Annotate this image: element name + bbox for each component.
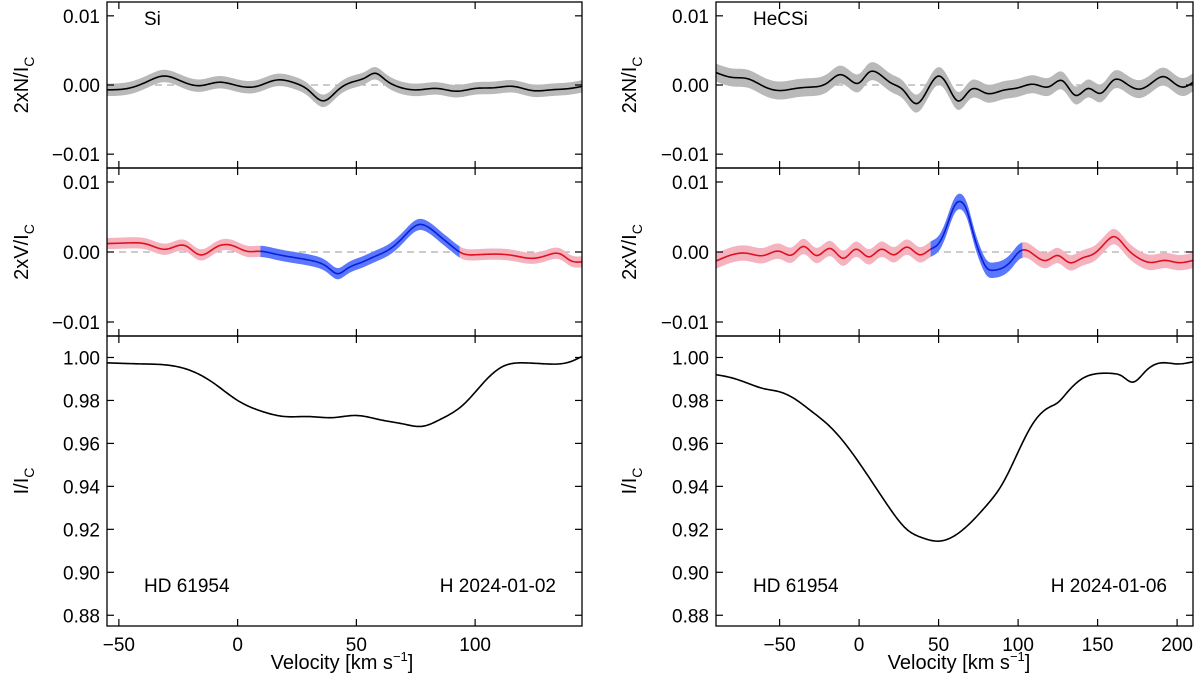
right-v-ytick-label: 0.01 — [672, 173, 709, 194]
right-x-axis-title-sup: −1 — [1010, 649, 1025, 664]
right-n-ytick-label: −0.01 — [661, 145, 709, 166]
left-i-ytick-label: 1.00 — [63, 348, 100, 369]
left-n-y-axis-title: 2xN/IC — [11, 57, 37, 114]
left-i-ytick-label: 0.98 — [63, 391, 100, 412]
right-i-ytick-label: 0.90 — [672, 563, 709, 584]
right-v-ytick-label: −0.01 — [661, 313, 709, 334]
right-n-y-axis-title-main: 2xN/I — [619, 67, 641, 114]
left-v-ytick-label: 0.00 — [63, 243, 100, 264]
left-x-axis-title: Velocity [km s−1] — [271, 649, 414, 674]
left-n-ytick-label: 0.00 — [63, 76, 100, 97]
right-v-ytick-label: 0.00 — [672, 243, 709, 264]
right-i-y-axis-title-sub: C — [629, 468, 645, 478]
right-i-ytick-label: 0.98 — [672, 391, 709, 412]
left-observation-label: H 2024-01-02 — [440, 576, 556, 597]
left-i-ytick-label: 0.90 — [63, 563, 100, 584]
right-stokes-v-error-band — [716, 193, 1193, 279]
right-v-y-axis-title: 2xV/IC — [619, 224, 645, 280]
right-xtick-label: −50 — [763, 635, 795, 656]
right-subplot-i: 1.00 0.98 0.96 0.94 0.92 0.90 0.88 I/IC — [619, 335, 1194, 627]
right-v-y-axis-title-main: 2xV/I — [619, 234, 641, 280]
right-x-axis-title-main: Velocity [km s — [888, 652, 1010, 674]
right-intensity-profile-line — [715, 360, 1194, 542]
left-v-ytick-label: −0.01 — [52, 313, 100, 334]
left-i-y-axis-title: I/IC — [11, 468, 37, 495]
right-element-label: HeCSi — [753, 9, 808, 30]
left-x-axis-title-main: Velocity [km s — [271, 652, 393, 674]
left-subplot-v: 0.01 0.00 −0.01 2xV/IC — [11, 167, 583, 337]
right-i-ytick-label: 0.92 — [672, 520, 709, 541]
left-subplot-i: 1.00 0.98 0.96 0.94 0.92 0.90 0.88 I/IC — [11, 335, 583, 627]
right-xtick-label: 50 — [928, 635, 949, 656]
right-i-ytick-label: 0.94 — [672, 477, 709, 498]
left-n-y-axis-title-main: 2xN/I — [11, 67, 33, 114]
right-observation-label: H 2024-01-06 — [1051, 576, 1167, 597]
right-i-ytick-label: 0.88 — [672, 606, 709, 627]
left-n-y-axis-title-sub: C — [21, 57, 37, 67]
right-xtick-label: 100 — [1002, 635, 1034, 656]
right-i-ytick-label: 0.96 — [672, 434, 709, 455]
left-n-ytick-label: −0.01 — [52, 145, 100, 166]
left-subplot-n: 0.01 0.00 −0.01 2xN/IC — [11, 1, 583, 169]
right-x-axis-title: Velocity [km s−1] — [888, 649, 1031, 674]
left-v-y-axis-title: 2xV/IC — [11, 224, 37, 280]
right-xtick-label: 150 — [1082, 635, 1114, 656]
right-n-y-axis-title-sub: C — [629, 57, 645, 67]
left-signal-region-band — [260, 218, 460, 280]
left-i-ytick-label: 0.94 — [63, 477, 100, 498]
left-element-label: Si — [144, 9, 161, 30]
left-n-ytick-label: 0.01 — [63, 7, 100, 28]
right-xtick-label: 200 — [1161, 635, 1193, 656]
left-null-profile-line — [106, 72, 583, 102]
left-i-ytick-label: 0.92 — [63, 520, 100, 541]
right-n-y-axis-title: 2xN/IC — [619, 57, 645, 114]
right-n-ytick-label: 0.00 — [672, 76, 709, 97]
left-i-ytick-label: 0.88 — [63, 606, 100, 627]
right-i-y-axis-title: I/IC — [619, 468, 645, 495]
left-panel: 1.000.980.960.940.920.900.88I/IC0.010.00… — [11, 1, 583, 674]
right-signal-region-line — [930, 200, 1023, 272]
left-x-axis-title-sup: −1 — [393, 649, 408, 664]
left-intensity-profile-line — [106, 355, 583, 428]
left-star-label: HD 61954 — [144, 576, 230, 597]
left-i-ytick-label: 0.96 — [63, 434, 100, 455]
left-i-y-axis-title-sub: C — [21, 468, 37, 478]
right-subplot-n: 0.01 0.00 −0.01 2xN/IC — [619, 1, 1194, 169]
right-v-y-axis-title-sub: C — [629, 224, 645, 234]
left-xtick-label: 100 — [459, 635, 491, 656]
left-xtick-label: 50 — [346, 635, 367, 656]
left-null-error-band — [107, 67, 582, 108]
left-v-ytick-label: 0.01 — [63, 173, 100, 194]
right-panel: 1.000.980.960.940.920.900.88I/IC0.010.00… — [619, 1, 1194, 674]
right-n-ytick-label: 0.01 — [672, 7, 709, 28]
right-signal-region-band — [930, 193, 1023, 279]
right-x-axis-title-end: ] — [1025, 652, 1031, 674]
right-xtick-label: 0 — [854, 635, 865, 656]
right-subplot-v: 0.01 0.00 −0.01 2xV/IC — [619, 167, 1194, 337]
right-null-profile-line — [715, 70, 1194, 105]
left-v-y-axis-title-sub: C — [21, 224, 37, 234]
right-star-label: HD 61954 — [753, 576, 839, 597]
left-v-y-axis-title-main: 2xV/I — [11, 234, 33, 280]
right-i-ytick-label: 1.00 — [672, 348, 709, 369]
left-xtick-label: 0 — [232, 635, 243, 656]
left-signal-region-line — [260, 223, 461, 275]
left-xtick-label: −50 — [103, 635, 135, 656]
right-i-y-axis-title-main: I/I — [619, 478, 641, 495]
left-i-y-axis-title-main: I/I — [11, 478, 33, 495]
right-null-error-band — [716, 62, 1193, 113]
left-x-axis-title-end: ] — [408, 652, 414, 674]
